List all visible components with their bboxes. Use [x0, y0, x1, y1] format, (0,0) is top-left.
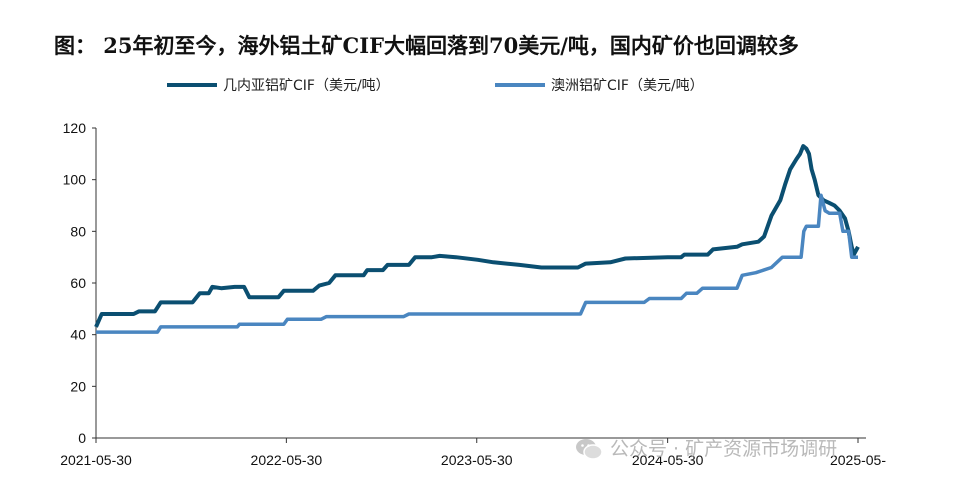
series-line-australia: [96, 193, 858, 334]
y-tick-label: 40: [70, 327, 86, 343]
legend-label: 几内亚铝矿CIF（美元/吨）: [223, 78, 390, 94]
y-tick-label: 100: [63, 172, 87, 188]
series-line-guinea: [94, 144, 860, 328]
axes: 0 20 40 60 80 100 120 2021-05-30 2022-05-30 2023-…: [60, 120, 886, 468]
series-layer: [94, 144, 860, 334]
y-tick-label: 80: [70, 223, 86, 239]
wechat-icon: [575, 438, 603, 460]
watermark-text: 公众号 · 矿产资源市场调研: [610, 438, 838, 460]
x-tick-label: 2022-05-30: [251, 452, 323, 468]
x-tick-label: 2025-05-: [830, 452, 886, 468]
x-tick-label: 2023-05-30: [441, 452, 513, 468]
y-tick-label: 0: [78, 430, 86, 446]
y-tick-label: 20: [70, 378, 86, 394]
x-tick-label: 2021-05-30: [60, 452, 132, 468]
chart-title: 图： 25年初至今，海外铝土矿CIF大幅回落到70美元/吨，国内矿价也回调较多: [54, 33, 799, 58]
legend: 几内亚铝矿CIF（美元/吨） 澳洲铝矿CIF（美元/吨）: [167, 78, 704, 94]
y-tick-label: 120: [63, 120, 87, 136]
x-tick-label: 2024-05-30: [632, 452, 704, 468]
y-tick-label: 60: [70, 275, 86, 291]
legend-label: 澳洲铝矿CIF（美元/吨）: [551, 78, 704, 94]
